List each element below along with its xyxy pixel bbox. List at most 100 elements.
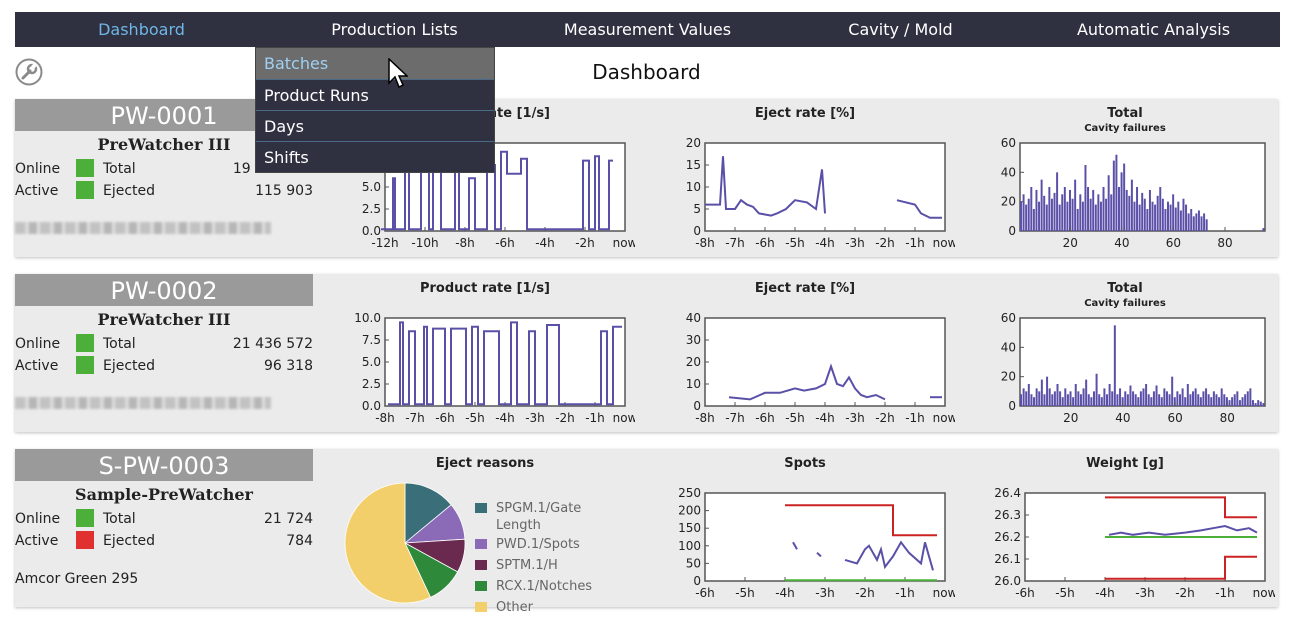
- nav-measurement-values[interactable]: Measurement Values: [563, 20, 732, 39]
- bar: [1262, 228, 1265, 231]
- series-line-3: [816, 552, 822, 558]
- bar: [1090, 397, 1093, 406]
- bar: [1165, 391, 1168, 406]
- y-tick-label: 5.0: [362, 180, 381, 194]
- bar: [1259, 401, 1262, 406]
- y-tick-label: 60: [1001, 136, 1016, 150]
- bar: [1050, 198, 1053, 231]
- page-title: Dashboard: [592, 60, 701, 84]
- y-tick-label: 26.4: [994, 486, 1021, 500]
- bar: [1046, 376, 1049, 406]
- bar: [1043, 394, 1046, 406]
- bar: [1200, 216, 1203, 231]
- bar: [1223, 394, 1226, 406]
- bar: [1097, 194, 1100, 231]
- bar: [1066, 201, 1069, 231]
- nav-cavity-mold[interactable]: Cavity / Mold: [848, 20, 953, 39]
- chart-title: Eject rate [%]: [755, 106, 855, 121]
- x-tick-label: -4h: [1095, 586, 1115, 600]
- nav-automatic-analysis[interactable]: Automatic Analysis: [1076, 20, 1231, 39]
- x-tick-label: 60: [1167, 411, 1182, 425]
- x-tick-label: -3h: [525, 411, 545, 425]
- y-tick-label: 2.5: [362, 202, 381, 216]
- x-tick-label: -6h: [755, 236, 775, 250]
- nav-dashboard[interactable]: Dashboard: [98, 20, 185, 39]
- material-name: Amcor Green 295: [15, 571, 139, 587]
- x-tick-label: now: [933, 586, 955, 600]
- ejected-label: Ejected: [103, 358, 156, 374]
- series-line-1: [1105, 555, 1257, 580]
- bar: [1205, 388, 1208, 406]
- x-tick-label: -4h: [495, 411, 515, 425]
- bar: [1081, 201, 1084, 231]
- ejected-value: 96 318: [264, 358, 313, 374]
- bar: [1072, 397, 1075, 406]
- y-tick-label: 50: [686, 556, 701, 570]
- ejected-value: 115 903: [255, 183, 313, 199]
- bar: [1192, 391, 1195, 406]
- dropdown-item-shifts[interactable]: Shifts: [256, 141, 494, 172]
- bar: [1164, 209, 1167, 231]
- online-status-indicator: [76, 334, 94, 352]
- x-tick-label: -7h: [725, 236, 745, 250]
- bar: [1158, 394, 1161, 406]
- bar: [1087, 394, 1090, 406]
- bar: [1184, 397, 1187, 406]
- bar: [1079, 194, 1082, 231]
- bar: [1150, 397, 1153, 406]
- bar: [1077, 391, 1080, 406]
- x-tick-label: -2h: [855, 586, 875, 600]
- bar: [1121, 397, 1124, 406]
- y-tick-label: 10: [686, 377, 701, 391]
- machine-id[interactable]: PW-0002: [15, 274, 313, 306]
- bar: [1111, 391, 1114, 406]
- y-tick-label: 40: [1001, 340, 1016, 354]
- dropdown-item-product-runs[interactable]: Product Runs: [256, 79, 494, 110]
- nav-production-lists[interactable]: Production Lists: [331, 20, 458, 39]
- x-tick-label: -1h: [1215, 586, 1235, 600]
- x-tick-label: 20: [1063, 411, 1078, 425]
- y-tick-label: 26.0: [994, 574, 1021, 588]
- bar: [1202, 391, 1205, 406]
- bar: [1220, 388, 1223, 406]
- y-tick-label: 10: [686, 180, 701, 194]
- bar: [1137, 397, 1140, 406]
- bar: [1053, 192, 1056, 231]
- bar: [1045, 204, 1048, 231]
- y-tick-label: 20: [1001, 370, 1016, 384]
- bar: [1032, 209, 1035, 231]
- bar: [1171, 376, 1174, 406]
- dropdown-item-days[interactable]: Days: [256, 110, 494, 141]
- bar: [1199, 397, 1202, 406]
- x-tick-label: -1h: [585, 411, 605, 425]
- plot-area: [704, 317, 946, 407]
- bar: [1087, 187, 1090, 231]
- bar: [1207, 394, 1210, 406]
- dropdown-item-batches[interactable]: Batches: [256, 48, 494, 79]
- plot-area: [384, 317, 626, 407]
- plot-area: [704, 142, 946, 232]
- bar: [1185, 204, 1188, 231]
- y-tick-label: 20: [1001, 195, 1016, 209]
- series-line-2: [792, 541, 798, 550]
- legend-label: SPTM.1/H: [496, 558, 558, 573]
- bar: [1205, 219, 1208, 231]
- bar: [1030, 394, 1033, 406]
- machine-id[interactable]: S-PW-0003: [15, 449, 313, 481]
- bar: [1110, 194, 1113, 231]
- x-tick-label: -8h: [375, 411, 395, 425]
- wrench-icon[interactable]: [15, 58, 43, 86]
- legend-label: SPGM.1/Gate: [496, 501, 581, 516]
- x-tick-label: -6h: [435, 411, 455, 425]
- bar: [1120, 172, 1123, 231]
- y-tick-label: 40: [686, 311, 701, 325]
- chart-title: Total: [1107, 281, 1143, 296]
- bar: [1099, 201, 1102, 231]
- eject-reasons-chart: Eject reasons SPGM.1/Gate Length PWD.1/Spot…: [344, 456, 592, 615]
- bar: [1074, 384, 1077, 406]
- bar: [1218, 397, 1221, 406]
- series-line-0: [381, 150, 613, 231]
- bar: [1126, 394, 1129, 406]
- bar: [1142, 388, 1145, 406]
- bar: [1257, 400, 1260, 406]
